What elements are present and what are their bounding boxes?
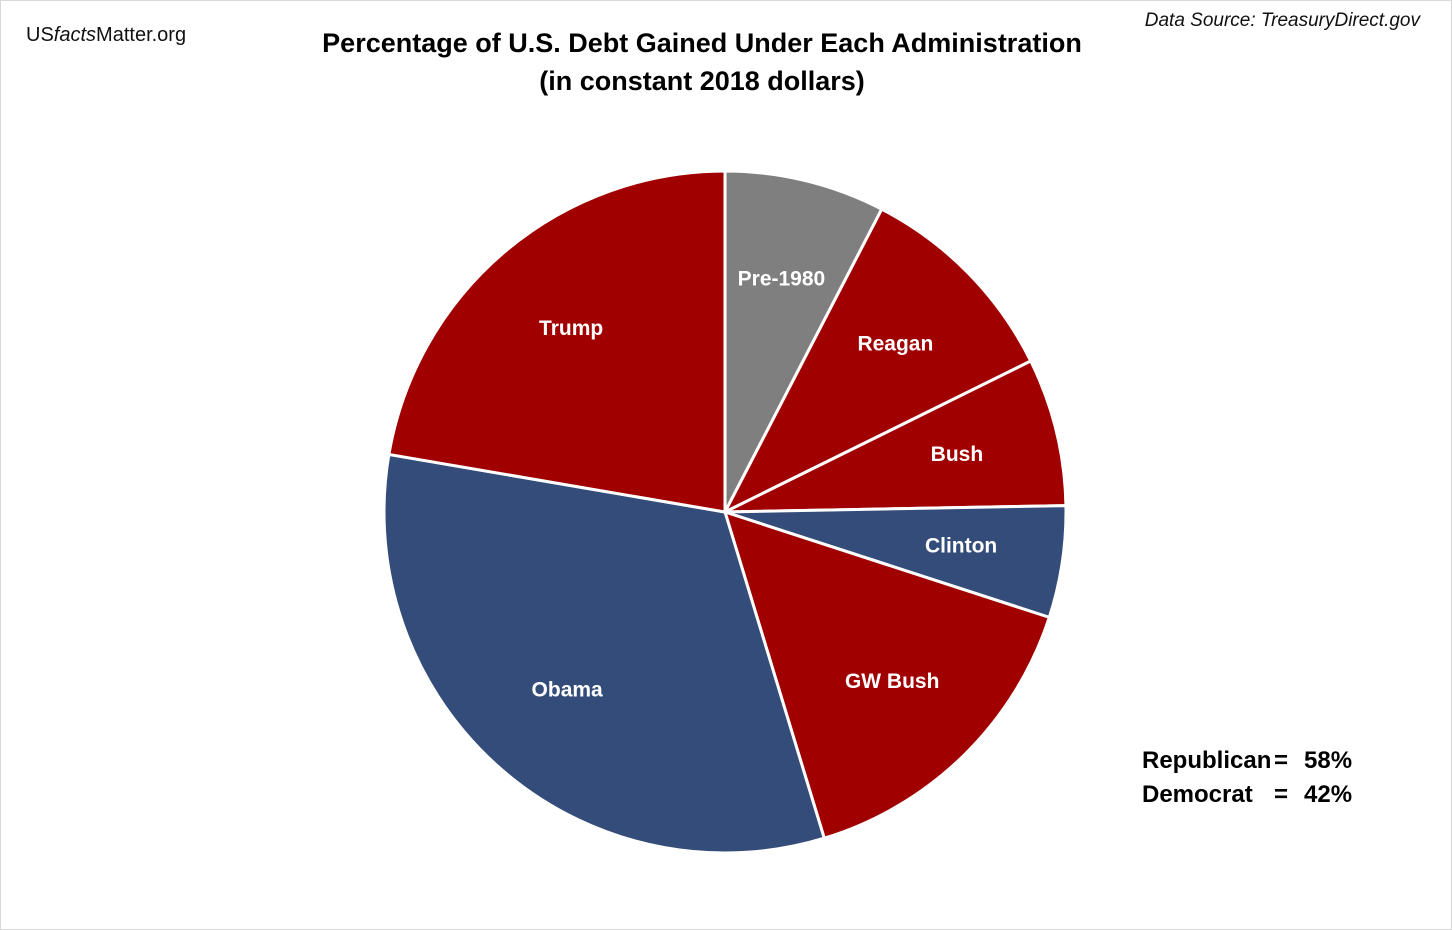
- republican-summary-row: Republican = 58%: [1142, 744, 1352, 778]
- pie-slice-gw-bush: [723, 510, 1051, 840]
- pie-label-pre-1980: Pre-1980: [738, 268, 826, 291]
- pie-label-bush: Bush: [931, 443, 984, 466]
- pie-label-obama: Obama: [532, 679, 604, 702]
- equals-sign: =: [1274, 781, 1289, 808]
- pie-label-gw-bush: GW Bush: [845, 670, 940, 693]
- republican-label: Republican: [1142, 747, 1272, 774]
- pie-slice-reagan: [723, 207, 1033, 514]
- data-source-note: Data Source: TreasuryDirect.gov: [1144, 10, 1420, 31]
- pie-label-clinton: Clinton: [925, 535, 997, 558]
- chart-title-block: Percentage of U.S. Debt Gained Under Eac…: [302, 24, 1102, 100]
- pie-slice-trump: [387, 169, 727, 514]
- brand-suffix: Matter.org: [96, 24, 187, 46]
- brand-logo-text: USfactsMatter.org: [26, 24, 186, 47]
- democrat-label: Democrat: [1142, 781, 1253, 808]
- republican-value: 58%: [1304, 747, 1353, 774]
- chart-title: Percentage of U.S. Debt Gained Under Eac…: [322, 28, 1082, 58]
- brand-prefix: US: [26, 24, 54, 46]
- brand-italic: facts: [53, 24, 97, 46]
- pie-label-reagan: Reagan: [857, 332, 933, 355]
- pie-slices: [382, 169, 1068, 855]
- equals-sign: =: [1274, 747, 1289, 774]
- democrat-summary-row: Democrat = 42%: [1142, 778, 1352, 812]
- chart-subtitle: (in constant 2018 dollars): [539, 66, 865, 96]
- pie-slice-bush: [723, 359, 1068, 514]
- pie-label-trump: Trump: [539, 317, 603, 340]
- pie-slice-pre-1980: [723, 169, 884, 514]
- party-summary: Republican = 58% Democrat = 42%: [1142, 744, 1352, 812]
- pie-labels: Pre-1980 Reagan Bush Clinton GW Bush Obama Tru…: [532, 268, 998, 702]
- pie-slice-obama: [382, 452, 826, 855]
- democrat-value: 42%: [1304, 781, 1353, 808]
